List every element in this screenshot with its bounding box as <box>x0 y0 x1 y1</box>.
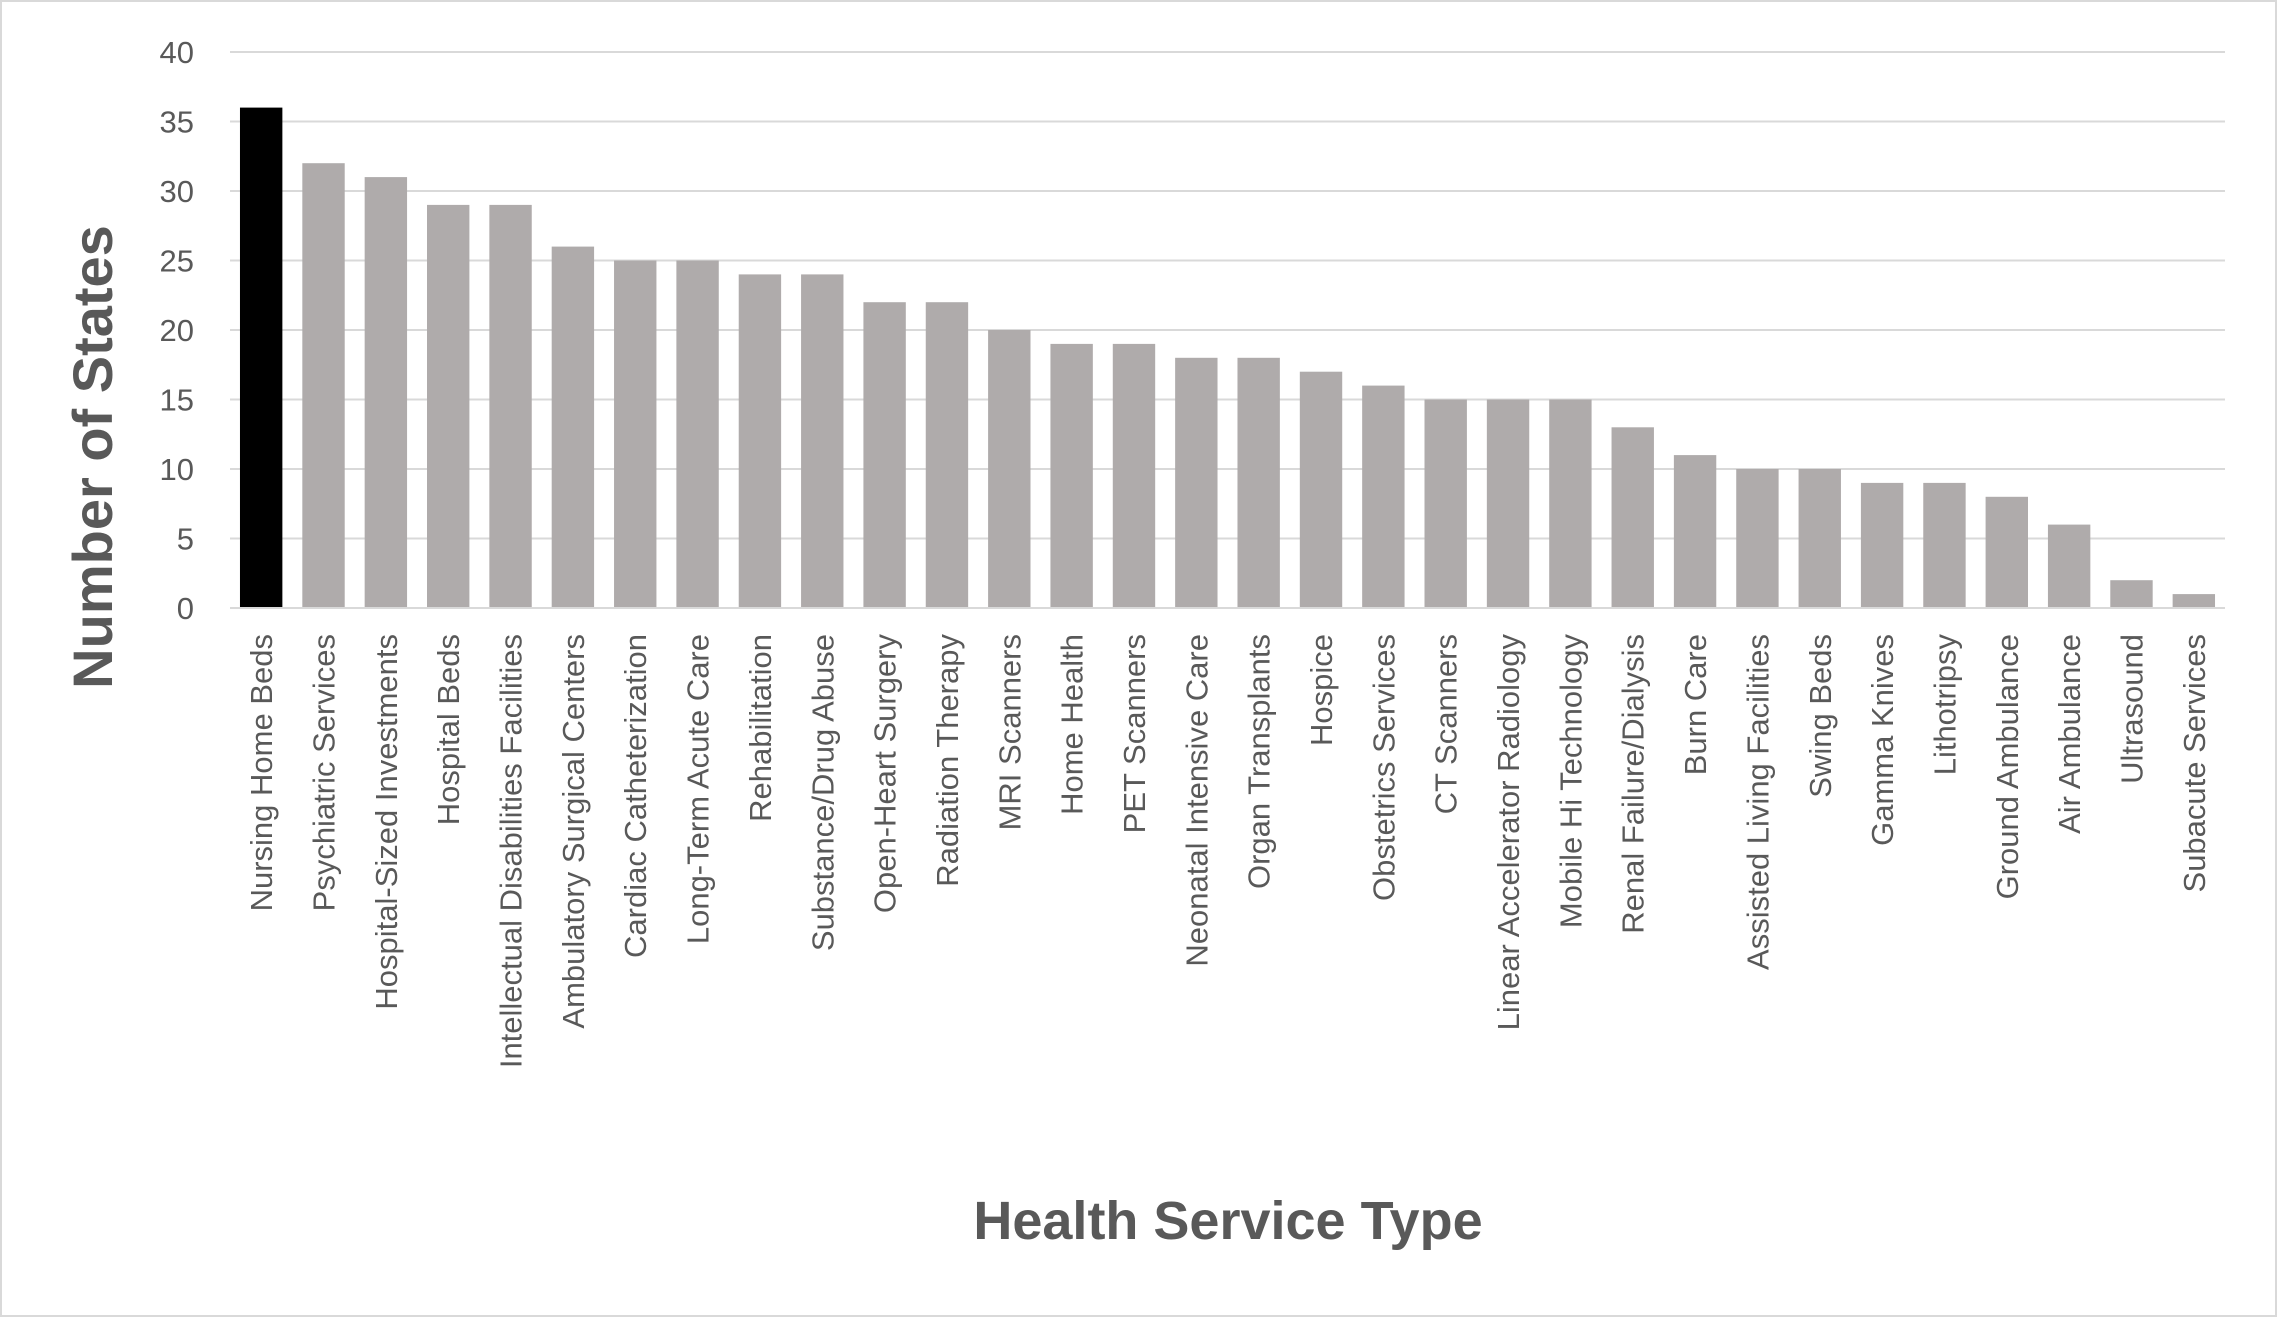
x-category-label: Ambulatory Surgical Centers <box>556 634 591 1029</box>
bar <box>1237 357 1280 608</box>
x-category-label: PET Scanners <box>1117 634 1152 833</box>
x-category-label: Cardiac Catheterization <box>618 634 653 958</box>
y-tick-label: 25 <box>160 244 194 279</box>
bar <box>1860 482 1904 608</box>
y-tick-label: 35 <box>160 105 194 140</box>
x-category-label: Home Health <box>1055 634 1090 815</box>
bar <box>239 107 283 608</box>
x-axis-title: Health Service Type <box>973 1191 1482 1251</box>
x-category-label: Burn Care <box>1678 634 1713 775</box>
bar <box>551 246 595 608</box>
bar <box>1923 482 1966 608</box>
x-category-label: Swing Beds <box>1803 634 1838 798</box>
x-category-label: Nursing Home Beds <box>244 634 279 911</box>
y-tick-label: 10 <box>160 452 194 487</box>
x-axis-categories: Nursing Home Beds Psychiatric Services Hos… <box>244 634 2212 1069</box>
x-category-label: Gamma Knives <box>1865 634 1900 846</box>
bar <box>1673 455 1717 608</box>
y-tick-label: 0 <box>177 591 194 626</box>
x-category-label: MRI Scanners <box>992 634 1027 830</box>
bar <box>1549 399 1592 608</box>
bar <box>1424 399 1467 608</box>
x-category-label: Obstetrics Services <box>1366 634 1401 901</box>
y-tick-label: 5 <box>177 522 194 557</box>
x-category-label: Rehabilitation <box>743 634 778 822</box>
x-category-label: Radiation Therapy <box>930 634 965 887</box>
bar <box>988 330 1031 608</box>
bar <box>738 274 782 608</box>
bar <box>1486 399 1530 608</box>
bar <box>614 260 657 608</box>
bar <box>1050 343 1093 608</box>
y-tick-label: 30 <box>160 174 194 209</box>
x-category-label: Hospital Beds <box>431 634 466 825</box>
x-category-label: Hospital-Sized Investments <box>369 634 404 1010</box>
bar <box>676 260 719 608</box>
y-axis-ticks: 0 5 10 15 20 25 30 35 40 <box>160 35 194 626</box>
bar <box>1299 371 1343 608</box>
x-category-label: Neonatal Intensive Care <box>1179 634 1214 967</box>
x-category-label: Open-Heart Surgery <box>868 634 903 914</box>
bar <box>427 204 470 608</box>
bar <box>1798 469 1841 608</box>
x-category-label: Subacute Services <box>2177 634 2212 892</box>
x-category-label: Intellectual Disabilities Facilities <box>494 634 529 1068</box>
bar <box>801 274 844 608</box>
bar <box>1985 496 2028 608</box>
bar <box>1112 343 1156 608</box>
bar <box>1736 469 1779 608</box>
bar <box>1175 357 1218 608</box>
x-category-label: Psychiatric Services <box>307 634 342 911</box>
y-axis-title: Number of States <box>61 225 124 689</box>
y-tick-label: 20 <box>160 313 194 348</box>
x-category-label: Organ Transplants <box>1242 634 1277 889</box>
bar <box>2172 594 2216 608</box>
x-category-label: Ultrasound <box>2114 634 2149 784</box>
x-category-label: Renal Failure/Dialysis <box>1616 634 1651 934</box>
bar <box>489 204 532 608</box>
x-category-label: Ground Ambulance <box>1990 634 2025 899</box>
x-category-label: Assisted Living Facilities <box>1740 634 1775 970</box>
x-category-label: Long-Term Acute Care <box>681 634 716 944</box>
bar <box>364 177 408 608</box>
x-category-label: Substance/Drug Abuse <box>805 634 840 951</box>
bar <box>302 163 345 608</box>
x-category-label: Mobile Hi Technology <box>1553 634 1588 929</box>
bars <box>239 107 2216 608</box>
bar <box>863 302 906 608</box>
x-category-label: Lithotripsy <box>1927 634 1962 776</box>
bar <box>925 302 969 608</box>
x-category-label: Hospice <box>1304 634 1339 746</box>
bar <box>2047 524 2091 608</box>
y-tick-label: 40 <box>160 35 194 70</box>
y-tick-label: 15 <box>160 383 194 418</box>
x-category-label: CT Scanners <box>1429 634 1464 814</box>
bar <box>1362 385 1405 608</box>
x-category-label: Linear Accelerator Radiology <box>1491 634 1526 1031</box>
bar <box>1611 427 1654 608</box>
x-category-label: Air Ambulance <box>2052 634 2087 834</box>
bar <box>2110 580 2153 608</box>
